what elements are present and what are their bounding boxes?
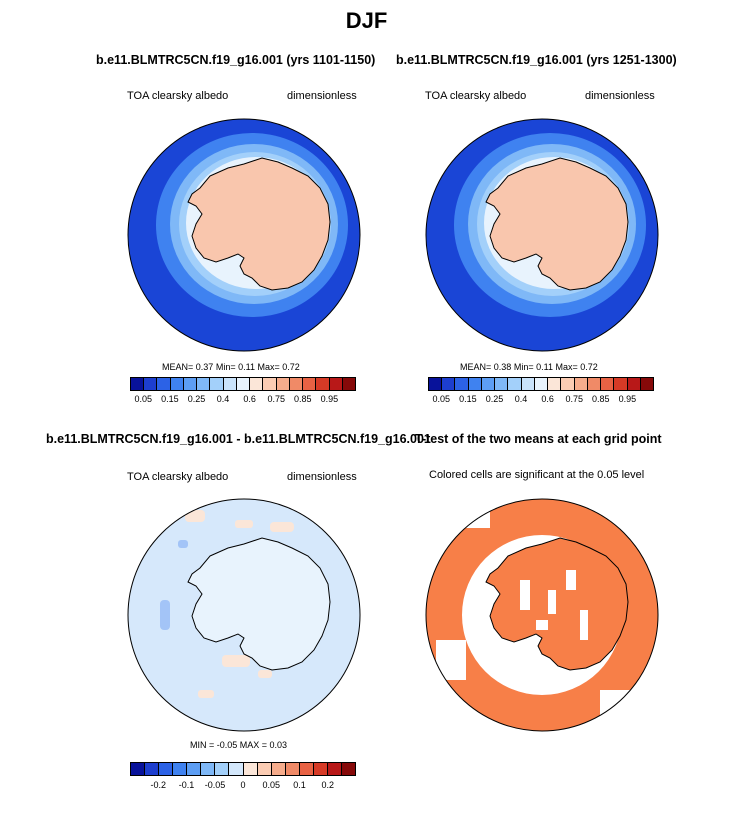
colorbar-tick-label: 0.15 (459, 394, 477, 404)
colorbar-swatch (144, 378, 158, 390)
colorbar-swatch (329, 378, 343, 390)
colorbar-swatch (173, 763, 188, 775)
colorbar-swatch (614, 378, 628, 390)
colorbar-swatch (316, 378, 330, 390)
colorbar-swatch (548, 378, 562, 390)
colorbar-panel3 (130, 762, 356, 776)
colorbar-swatch (271, 763, 286, 775)
colorbar-swatch (131, 763, 146, 775)
colorbar-swatch (508, 378, 522, 390)
colorbar-swatch (159, 763, 174, 775)
colorbar-swatch (263, 378, 277, 390)
colorbar-swatch (587, 378, 602, 390)
panel2-stats: MEAN= 0.38 Min= 0.11 Max= 0.72 (460, 362, 598, 372)
colorbar-tick-label: 0.1 (293, 780, 306, 790)
colorbar-panel1-labels: 0.05 0.15 0.25 0.4 0.6 0.75 0.85 0.95 (130, 394, 356, 406)
panel1-units: dimensionless (287, 90, 357, 102)
colorbar-swatch (215, 763, 230, 775)
colorbar-swatch (313, 763, 328, 775)
colorbar-tick-label: 0.6 (541, 394, 554, 404)
colorbar-tick-label: 0 (240, 780, 246, 790)
colorbar-tick-label: 0.4 (216, 394, 230, 404)
colorbar-tick-label: 0.05 (432, 394, 451, 404)
colorbar-tick-label: 0.95 (618, 394, 637, 404)
colorbar-swatch (285, 763, 300, 775)
colorbar-swatch (157, 378, 171, 390)
colorbar-panel2 (428, 377, 654, 391)
colorbar-tick-label: 0.25 (485, 394, 504, 404)
colorbar-swatch (229, 763, 244, 775)
panel3-units: dimensionless (287, 471, 357, 483)
colorbar-swatch (468, 378, 482, 390)
colorbar-tick-label: -0.2 (150, 780, 166, 790)
colorbar-swatch (201, 763, 216, 775)
colorbar-swatch (521, 378, 535, 390)
colorbar-swatch (534, 378, 549, 390)
colorbar-swatch (455, 378, 469, 390)
colorbar-swatch (276, 378, 290, 390)
colorbar-swatch (243, 763, 258, 775)
colorbar-tick-label: 0.4 (514, 394, 528, 404)
panel3-title: b.e11.BLMTRC5CN.f19_g16.001 - b.e11.BLMT… (46, 432, 431, 446)
panel3-variable: TOA clearsky albedo (127, 471, 229, 483)
colorbar-swatch (495, 378, 509, 390)
colorbar-tick-label: 0.15 (161, 394, 179, 404)
colorbar-swatch (303, 378, 317, 390)
panel1-stats: MEAN= 0.37 Min= 0.11 Max= 0.72 (162, 362, 300, 372)
colorbar-tick-label: -0.1 (178, 780, 195, 790)
colorbar-tick-label: 0.25 (187, 394, 206, 404)
colorbar-tick-label: 0.75 (267, 394, 285, 404)
panel1-variable: TOA clearsky albedo (127, 90, 229, 102)
colorbar-swatch (574, 378, 588, 390)
colorbar-swatch (210, 378, 224, 390)
colorbar-swatch (187, 763, 202, 775)
panel2-title: b.e11.BLMTRC5CN.f19_g16.001 (yrs 1251-13… (396, 53, 677, 67)
colorbar-panel3-labels: -0.2 -0.1 -0.05 0 0.05 0.1 0.2 (130, 780, 356, 792)
colorbar-swatch (442, 378, 456, 390)
colorbar-tick-label: 0.05 (262, 780, 281, 790)
colorbar-swatch (236, 378, 251, 390)
colorbar-swatch (197, 378, 211, 390)
panel2-variable: TOA clearsky albedo (425, 90, 527, 102)
colorbar-tick-label: 0.75 (565, 394, 583, 404)
panel4-title: T-test of the two means at each grid poi… (415, 432, 662, 446)
colorbar-swatch (170, 378, 184, 390)
colorbar-swatch (481, 378, 496, 390)
colorbar-tick-label: 0.85 (294, 394, 312, 404)
colorbar-swatch (627, 378, 641, 390)
colorbar-swatch (561, 378, 575, 390)
panel3-stats: MIN = -0.05 MAX = 0.03 (190, 740, 288, 750)
colorbar-panel2-labels: 0.05 0.15 0.25 0.4 0.6 0.75 0.85 0.95 (428, 394, 654, 406)
colorbar-tick-label: 0.6 (243, 394, 256, 404)
colorbar-swatch (250, 378, 264, 390)
colorbar-tick-label: 0.2 (321, 780, 334, 790)
colorbar-panel1 (130, 377, 356, 391)
panel4-subtitle: Colored cells are significant at the 0.0… (429, 469, 645, 481)
colorbar-tick-label: 0.95 (320, 394, 339, 404)
colorbar-swatch (640, 378, 653, 390)
colorbar-swatch (327, 763, 342, 775)
colorbar-swatch (145, 763, 160, 775)
panel2-units: dimensionless (585, 90, 655, 102)
colorbar-tick-label: -0.05 (204, 780, 226, 790)
colorbar-swatch (601, 378, 615, 390)
colorbar-swatch (341, 763, 355, 775)
colorbar-tick-label: 0.85 (592, 394, 610, 404)
colorbar-swatch (223, 378, 237, 390)
colorbar-swatch (131, 378, 145, 390)
colorbar-swatch (429, 378, 443, 390)
colorbar-swatch (289, 378, 304, 390)
colorbar-tick-label: 0.05 (134, 394, 153, 404)
colorbar-swatch (257, 763, 272, 775)
colorbar-swatch (299, 763, 314, 775)
main-title: DJF (345, 8, 388, 33)
colorbar-swatch (183, 378, 198, 390)
panel1-title: b.e11.BLMTRC5CN.f19_g16.001 (yrs 1101-11… (96, 53, 376, 67)
colorbar-swatch (342, 378, 355, 390)
